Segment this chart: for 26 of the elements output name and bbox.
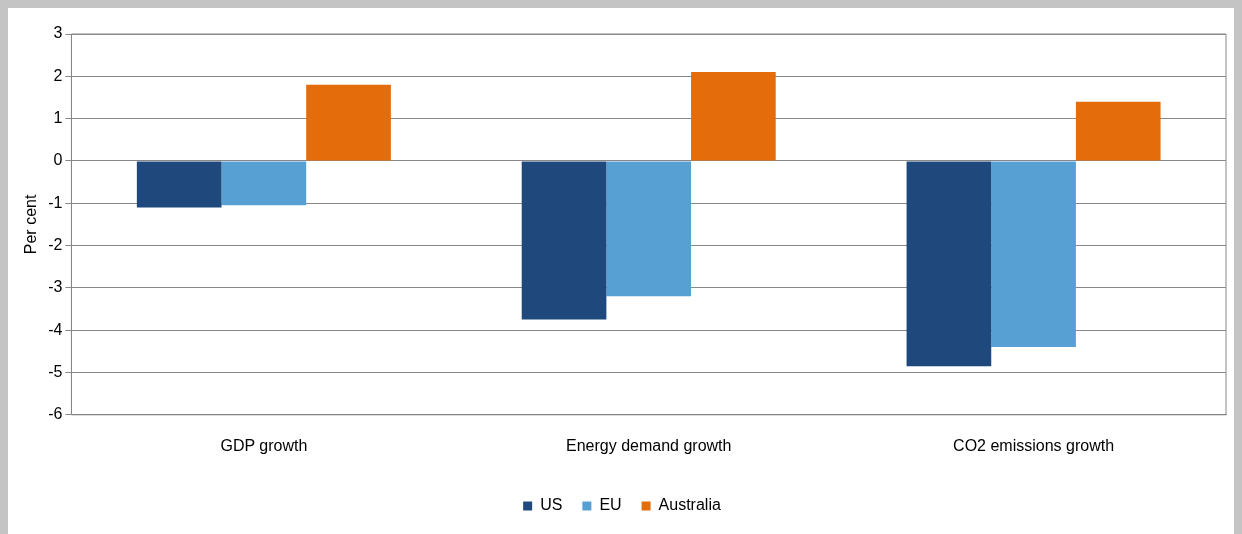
x-tick-label: CO2 emissions growth [953, 436, 1115, 454]
bar [691, 72, 776, 161]
y-tick-label: 0 [53, 151, 63, 169]
y-tick-label: -1 [48, 193, 63, 211]
y-tick-label: 2 [53, 66, 63, 84]
legend-label: US [540, 496, 563, 514]
x-tick-label: GDP growth [220, 436, 308, 454]
bar [306, 84, 391, 161]
legend-label: EU [599, 496, 622, 514]
bar [991, 161, 1076, 348]
y-tick-label: 3 [53, 24, 63, 42]
y-tick-label: -4 [48, 320, 63, 338]
bar [221, 161, 307, 206]
bar [521, 161, 607, 320]
y-tick-label: -2 [48, 235, 63, 253]
y-axis-title: Per cent [22, 194, 40, 255]
bar [136, 161, 222, 208]
x-tick-label: Energy demand growth [565, 436, 732, 454]
y-tick-label: -5 [48, 362, 63, 380]
bar [606, 161, 692, 297]
y-tick-label: 1 [53, 109, 63, 127]
y-tick-label: -6 [48, 405, 63, 423]
bar [1075, 101, 1161, 161]
legend-label: Australia [658, 496, 721, 514]
bar [906, 161, 992, 367]
y-tick-label: -3 [48, 278, 63, 296]
